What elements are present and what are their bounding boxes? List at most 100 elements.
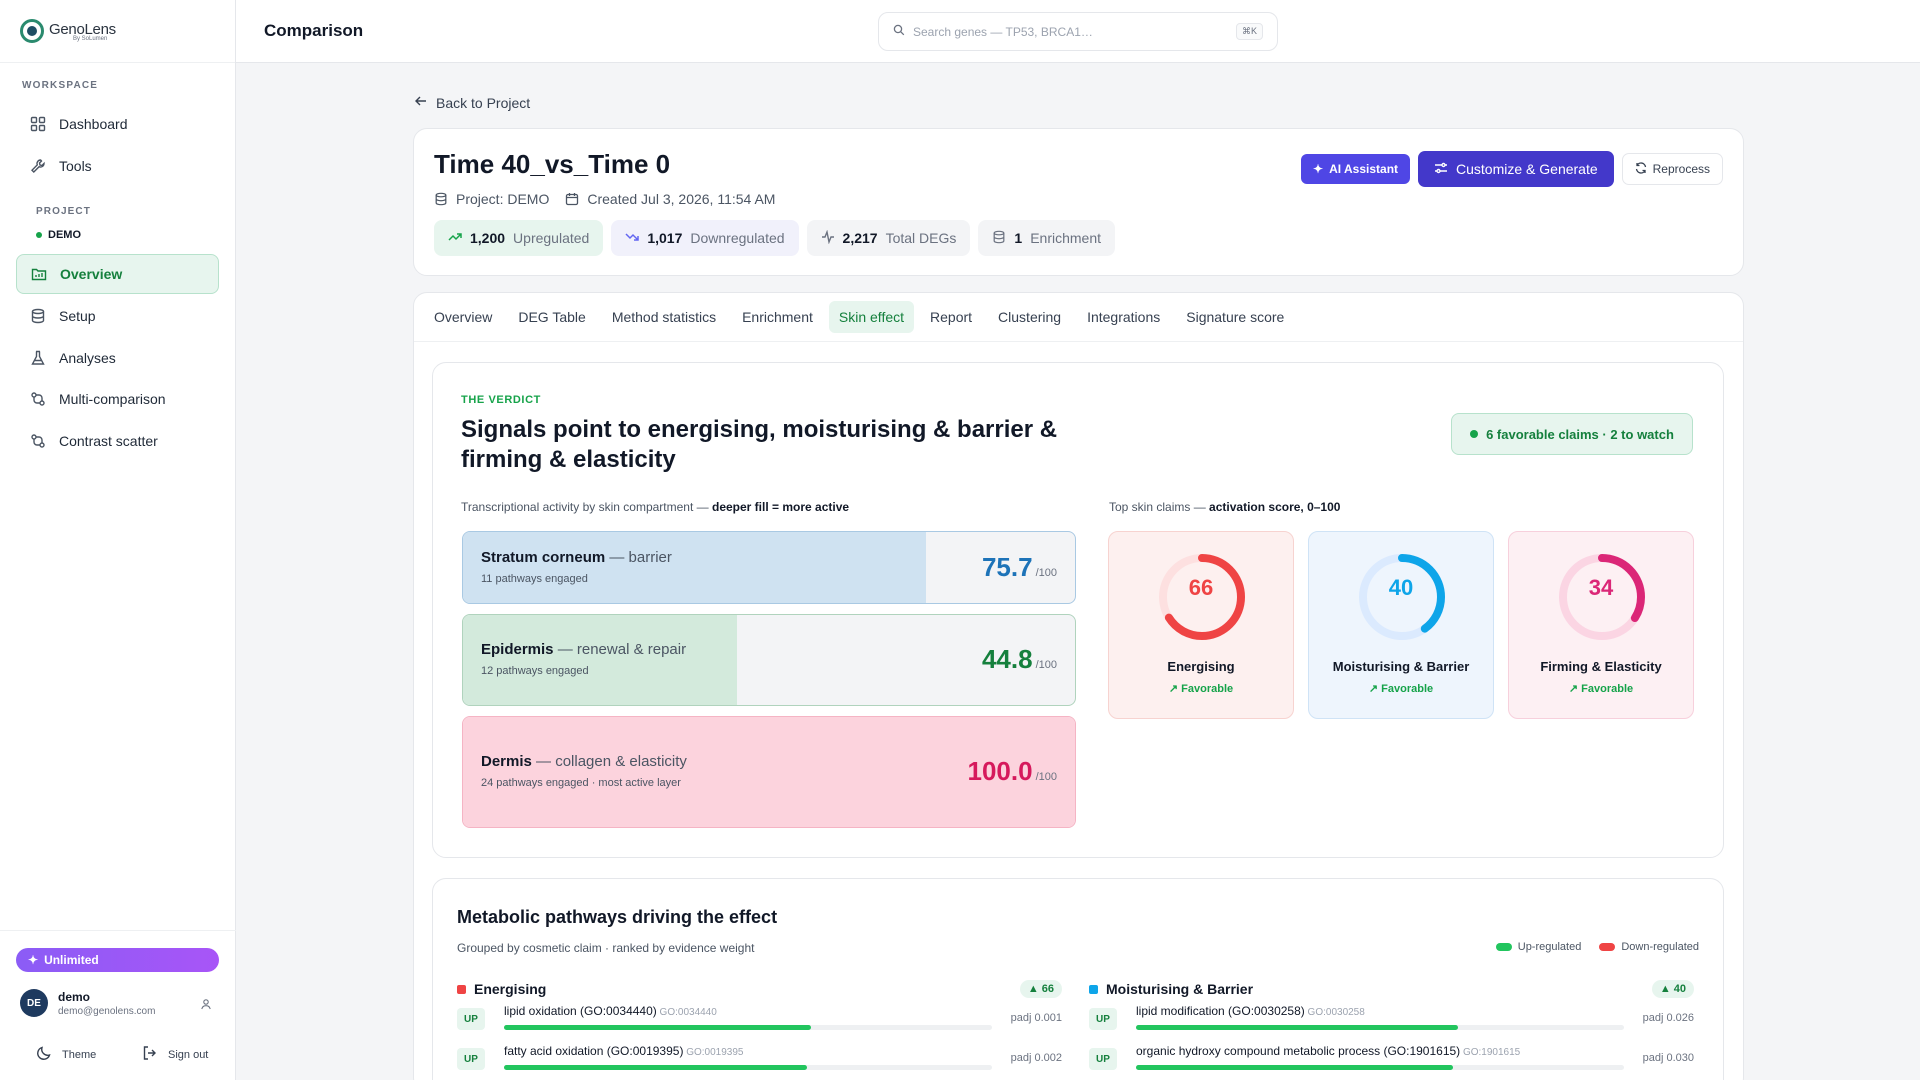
claims-caption-bold: activation score, 0–100	[1209, 500, 1341, 514]
theme-toggle[interactable]: Theme	[36, 1045, 96, 1064]
tab-deg-table[interactable]: DEG Table	[518, 309, 586, 325]
compartment-fill	[463, 615, 738, 705]
tab-signature-score[interactable]: Signature score	[1186, 309, 1285, 325]
project-label: PROJECT	[36, 206, 91, 217]
sign-out-label: Sign out	[168, 1048, 209, 1061]
pathway-group-name: Energising	[474, 981, 547, 997]
compare-icon	[29, 390, 47, 408]
pathway-row[interactable]: UP organic hydroxy compound metabolic pro…	[1089, 1040, 1694, 1080]
legend-down-label: Down-regulated	[1621, 941, 1699, 953]
sidebar-item-label: Dashboard	[59, 116, 128, 132]
user-icon[interactable]	[200, 997, 212, 1013]
claim-card[interactable]: 40 Moisturising & Barrier ↗ Favorable	[1308, 531, 1494, 719]
refresh-icon	[1635, 161, 1647, 177]
claim-card[interactable]: 66 Energising ↗ Favorable	[1108, 531, 1294, 719]
compartment-pathway-count: 24 pathways engaged · most active layer	[481, 777, 681, 789]
sidebar-item-setup[interactable]: Setup	[16, 296, 219, 336]
comparison-meta: Project: DEMO Created Jul 3, 2026, 11:54…	[434, 191, 775, 207]
sign-out-button[interactable]: Sign out	[142, 1045, 208, 1064]
stat-label: Enrichment	[1030, 230, 1102, 246]
pathway-row[interactable]: UP lipid oxidation (GO:0034440) GO:003444…	[457, 1000, 1062, 1040]
customize-generate-label: Customize & Generate	[1456, 161, 1598, 177]
compartment-score-value: 44.8	[981, 644, 1033, 674]
pathways-subtitle: Grouped by cosmetic claim · ranked by ev…	[457, 941, 755, 955]
status-dot	[1470, 430, 1479, 438]
compartment-title: Epidermis	[481, 641, 554, 658]
evidence-track	[504, 1065, 992, 1070]
search-box[interactable]: ⌘K	[878, 12, 1278, 51]
pathway-go-id: GO:1901615	[1460, 1047, 1521, 1058]
sidebar-item-dashboard[interactable]: Dashboard	[16, 104, 219, 144]
page-title: Comparison	[264, 21, 364, 40]
compartment-score-unit: /100	[1035, 566, 1057, 579]
ai-assistant-label: AI Assistant	[1329, 162, 1399, 176]
sidebar-item-analyses[interactable]: Analyses	[16, 338, 219, 378]
tab-report[interactable]: Report	[930, 309, 973, 325]
project-meta: Project: DEMO	[434, 191, 549, 207]
stat-value: 2,217	[842, 230, 878, 246]
pathway-name: organic hydroxy compound metabolic proce…	[1136, 1044, 1520, 1058]
trending-up-icon	[448, 230, 462, 247]
claim-status: ↗ Favorable	[1509, 682, 1693, 695]
user-profile[interactable]: DE demo demo@genolens.com	[20, 989, 155, 1017]
status-dot	[36, 232, 42, 238]
claim-card[interactable]: 34 Firming & Elasticity ↗ Favorable	[1508, 531, 1694, 719]
pathway-row[interactable]: UP fatty acid oxidation (GO:0019395) GO:0…	[457, 1040, 1062, 1080]
evidence-track	[1136, 1025, 1624, 1030]
claim-donut-arc	[1559, 554, 1645, 640]
workspace-label: WORKSPACE	[22, 80, 99, 91]
legend-up-label: Up-regulated	[1517, 941, 1582, 953]
project-meta-text: Project: DEMO	[456, 191, 550, 207]
claims-caption: Top skin claims — activation score, 0–10…	[1109, 500, 1340, 514]
user-name: demo	[58, 989, 91, 1004]
pathway-go-id: GO:0019395	[683, 1047, 744, 1058]
tab-method-statistics[interactable]: Method statistics	[611, 309, 717, 325]
compartment-row[interactable]: Dermis — collagen & elasticity 24 pathway…	[462, 716, 1076, 828]
project-name[interactable]: DEMO	[36, 229, 81, 241]
tab-overview[interactable]: Overview	[434, 309, 493, 325]
folder-chart-icon	[30, 265, 48, 283]
pathway-group-score: ▲ 40	[1651, 980, 1694, 998]
header-actions: ✦ AI Assistant Customize & Generate Repro…	[1301, 151, 1723, 187]
compartment-title: Stratum corneum	[481, 548, 606, 566]
pathway-name: fatty acid oxidation (GO:0019395) GO:001…	[504, 1044, 743, 1058]
compartment-desc: — barrier	[605, 548, 672, 566]
logo[interactable]: GenoLens By SoLumen	[0, 0, 235, 63]
pathway-name-text: lipid modification (GO:0030258)	[1136, 1004, 1305, 1018]
database-icon	[992, 230, 1006, 247]
tab-integrations[interactable]: Integrations	[1087, 309, 1161, 325]
compartment-desc: — collagen & elasticity	[531, 753, 687, 770]
pathway-name: lipid oxidation (GO:0034440) GO:0034440	[504, 1004, 717, 1018]
ai-assistant-button[interactable]: ✦ AI Assistant	[1301, 154, 1411, 184]
evidence-track	[1136, 1065, 1624, 1070]
tab-bar: Overview DEG Table Method statistics Enr…	[424, 301, 1294, 333]
direction-badge: UP	[1089, 1008, 1117, 1030]
sidebar-item-label: Multi-comparison	[59, 391, 166, 407]
reprocess-button[interactable]: Reprocess	[1621, 153, 1723, 185]
sidebar-item-overview[interactable]: Overview	[16, 254, 219, 294]
sidebar-item-multi-comparison[interactable]: Multi-comparison	[16, 379, 219, 419]
compartment-row[interactable]: Epidermis — renewal & repair 12 pathways …	[462, 614, 1076, 706]
sidebar-item-contrast-scatter[interactable]: Contrast scatter	[16, 421, 219, 461]
tab-clustering[interactable]: Clustering	[998, 309, 1062, 325]
plan-badge[interactable]: ✦ Unlimited	[16, 948, 219, 972]
tab-enrichment[interactable]: Enrichment	[742, 309, 813, 325]
claims-caption-text: Top skin claims —	[1109, 500, 1206, 514]
back-to-project-link[interactable]: Back to Project	[414, 94, 530, 111]
claim-score: 40	[1388, 575, 1414, 600]
compartment-row[interactable]: Stratum corneum — barrier 11 pathways eng…	[462, 531, 1076, 604]
compartment-score: 44.8/100	[982, 644, 1057, 675]
verdict-headline: Signals point to energising, moisturisin…	[461, 416, 1058, 473]
tab-skin-effect[interactable]: Skin effect	[828, 301, 915, 333]
pathway-padj: padj 0.026	[1642, 1012, 1694, 1024]
sidebar: GenoLens By SoLumen WORKSPACE Dashboard …	[0, 0, 236, 1080]
sidebar-item-tools[interactable]: Tools	[16, 146, 219, 186]
moon-icon	[36, 1045, 52, 1064]
compartment-score: 100.0/100	[968, 756, 1058, 787]
search-input[interactable]	[913, 24, 1213, 39]
pathway-row[interactable]: UP lipid modification (GO:0030258) GO:003…	[1089, 1000, 1694, 1040]
legend: Up-regulated Down-regulated	[1495, 941, 1699, 953]
stat-value: 1	[1014, 230, 1023, 246]
brand-sub: By SoLumen	[73, 35, 108, 42]
customize-generate-button[interactable]: Customize & Generate	[1418, 151, 1614, 187]
